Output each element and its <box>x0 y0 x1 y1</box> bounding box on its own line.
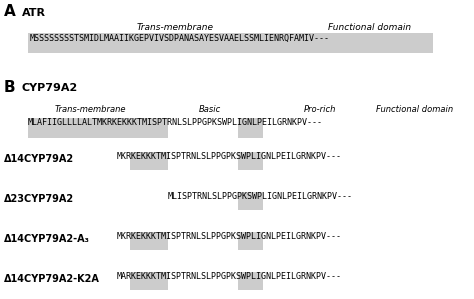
Text: MARKEKKKTMISPTRNLSLPPGPKSWPLIGNLPEILGRNKPV---: MARKEKKKTMISPTRNLSLPPGPKSWPLIGNLPEILGRNK… <box>117 272 342 281</box>
Text: Basic: Basic <box>199 105 221 114</box>
Bar <box>237 232 263 250</box>
Text: CYP79A2: CYP79A2 <box>22 83 78 93</box>
Text: Pro-rich: Pro-rich <box>304 105 336 114</box>
Text: MKRKEKKKTMISPTRNLSLPPGPKSWPLIGNLPEILGRNKPV---: MKRKEKKKTMISPTRNLSLPPGPKSWPLIGNLPEILGRNK… <box>117 152 342 161</box>
Text: MKRKEKKKTMISPTRNLSLPPGPKSWPLIGNLPEILGRNKPV---: MKRKEKKKTMISPTRNLSLPPGPKSWPLIGNLPEILGRNK… <box>117 232 342 241</box>
Text: Functional domain: Functional domain <box>376 105 454 114</box>
Text: A: A <box>4 4 16 19</box>
Text: Δ14CYP79A2-K2A: Δ14CYP79A2-K2A <box>4 274 100 284</box>
Bar <box>28 33 433 53</box>
Text: Functional domain: Functional domain <box>328 23 411 32</box>
Text: Δ14CYP79A2: Δ14CYP79A2 <box>4 154 74 164</box>
Text: Δ23CYP79A2: Δ23CYP79A2 <box>4 194 74 204</box>
Text: Trans-membrane: Trans-membrane <box>137 23 213 32</box>
Text: Δ14CYP79A2-A₃: Δ14CYP79A2-A₃ <box>4 234 90 244</box>
Text: Trans-membrane: Trans-membrane <box>54 105 126 114</box>
Text: MLISPTRNLSLPPGPKSWPLIGNLPEILGRNKPV---: MLISPTRNLSLPPGPKSWPLIGNLPEILGRNKPV--- <box>168 192 353 201</box>
Text: MSSSSSSSSTSMIDLMAAIIKGEPVIVSDPANASAYESVAAELSSMLIENRQFAMIV---: MSSSSSSSSTSMIDLMAAIIKGEPVIVSDPANASAYESVA… <box>30 34 330 43</box>
Bar <box>28 118 129 138</box>
Bar <box>237 192 263 210</box>
Bar <box>129 272 168 290</box>
Bar <box>237 118 263 138</box>
Text: MLAFIIGLLLLALTMKRKEKKKTMISPTRNLSLPPGPKSWPLIGNLPEILGRNKPV---: MLAFIIGLLLLALTMKRKEKKKTMISPTRNLSLPPGPKSW… <box>28 118 323 127</box>
Bar <box>237 152 263 170</box>
Text: B: B <box>4 80 16 95</box>
Text: ATR: ATR <box>22 8 46 18</box>
Bar <box>129 152 168 170</box>
Bar <box>129 118 168 138</box>
Bar <box>237 272 263 290</box>
Bar <box>129 232 168 250</box>
